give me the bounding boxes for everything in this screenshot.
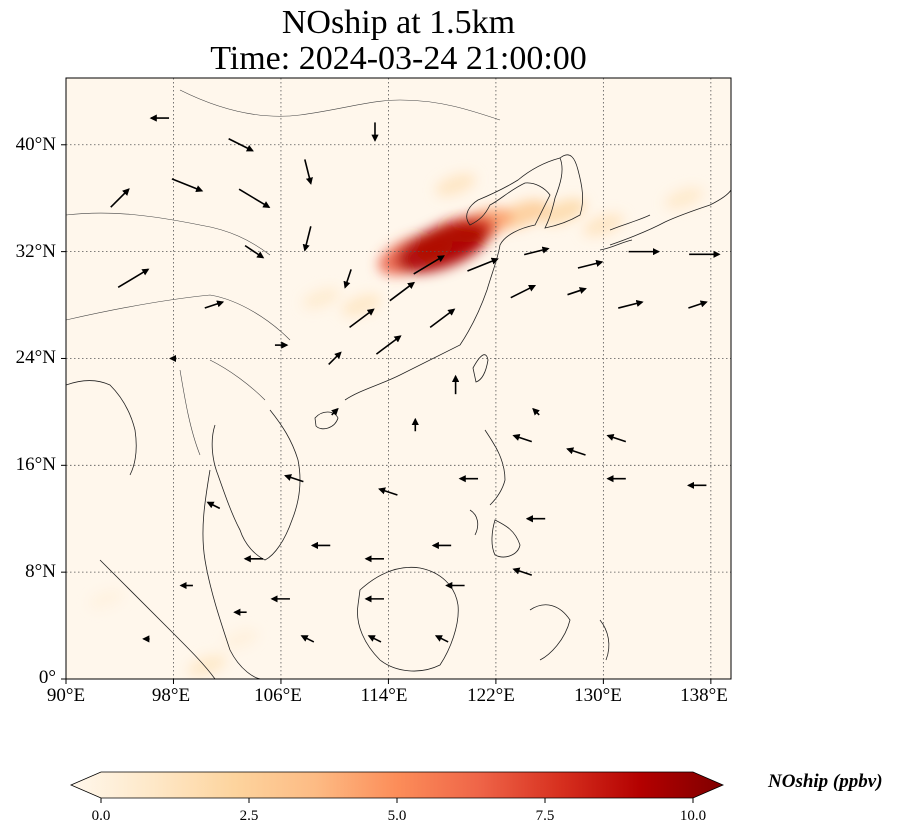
lon-tick-label: 122°E — [467, 685, 515, 706]
wind-vector-arrow — [238, 188, 271, 208]
concentration-blob — [435, 173, 476, 197]
wind-vector-arrow — [606, 434, 627, 443]
colorbar-tick-label: 5.0 — [387, 808, 407, 824]
colorbar-tick-label: 7.5 — [535, 808, 555, 824]
lon-tick-label: 114°E — [360, 685, 408, 706]
ocean-background — [66, 78, 731, 679]
wind-vector-arrow — [244, 244, 265, 259]
concentration-blob — [302, 287, 340, 309]
wind-vector-arrow — [566, 447, 586, 456]
colorbar-gradient — [69, 771, 725, 799]
wind-vector-arrow — [467, 257, 499, 272]
concentration-blob — [664, 187, 704, 210]
wind-vector-arrow — [343, 269, 352, 289]
wind-vector-arrow — [688, 300, 708, 309]
concentration-blob — [223, 629, 258, 649]
wind-vector-arrow — [567, 287, 587, 296]
wind-vector-arrow — [228, 138, 254, 152]
colorbar-label: NOship (ppbv) — [768, 771, 883, 792]
lon-tick-label: 106°E — [254, 685, 302, 706]
wind-vector-arrow — [349, 308, 375, 329]
lon-tick-label: 138°E — [680, 685, 728, 706]
wind-vector-arrow — [524, 246, 550, 256]
map-title-line-2: Time: 2024-03-24 21:00:00 — [210, 40, 587, 77]
colorbar — [69, 771, 725, 803]
wind-vector-arrow — [117, 268, 150, 289]
lon-tick-label: 98°E — [151, 685, 191, 706]
wind-vector-arrow — [512, 434, 533, 443]
lat-tick-label: 40°N — [15, 134, 56, 155]
wind-vector-arrow — [302, 226, 312, 252]
wind-vector-arrow — [389, 281, 416, 302]
map-title-line-1: NOship at 1.5km — [281, 4, 516, 41]
wind-vector-arrow — [328, 351, 342, 366]
lon-tick-label: 130°E — [574, 685, 622, 706]
concentration-blob — [540, 198, 586, 225]
lat-tick-label: 0° — [38, 667, 56, 688]
concentration-blob — [396, 222, 488, 274]
lon-tick-label: 90°E — [46, 685, 86, 706]
wind-vector-arrow — [304, 159, 313, 185]
wind-vector-arrow — [375, 335, 402, 355]
wind-vector-arrow — [429, 308, 456, 329]
concentration-blob — [187, 654, 227, 677]
wind-vector-arrow — [434, 635, 449, 643]
coastlines — [66, 89, 731, 679]
wind-vector-arrow — [284, 474, 304, 483]
concentration-field — [89, 173, 704, 677]
lat-tick-label: 32°N — [15, 241, 56, 262]
concentration-blob — [341, 293, 382, 317]
wind-vector-arrow — [577, 259, 604, 269]
wind-vector-arrow — [110, 188, 130, 208]
colorbar-tick-label: 10.0 — [679, 808, 707, 824]
colorbar-tick-label: 2.5 — [239, 808, 259, 824]
wind-vector-arrow — [378, 487, 398, 496]
wind-vector-arrow — [204, 300, 225, 309]
plot-area — [66, 78, 731, 679]
colorbar-tickmarks — [100, 798, 694, 803]
wind-vectors — [110, 114, 721, 643]
wind-vector-arrow — [512, 567, 533, 576]
lat-tick-label: 24°N — [15, 347, 56, 368]
wind-vector-arrow — [171, 178, 204, 193]
concentration-blob — [583, 213, 624, 237]
concentration-blob — [89, 589, 124, 609]
gridlines — [66, 78, 731, 679]
wind-vector-arrow — [300, 635, 315, 643]
wind-vector-arrow — [331, 407, 339, 416]
lat-tick-label: 8°N — [25, 561, 56, 582]
wind-vector-arrow — [532, 407, 540, 416]
colorbar-tick-label: 0.0 — [91, 808, 111, 824]
lat-tick-label: 16°N — [15, 454, 56, 475]
wind-vector-arrow — [618, 299, 644, 309]
wind-vector-arrow — [206, 501, 221, 510]
wind-vector-arrow — [413, 255, 445, 275]
wind-vector-arrow — [367, 635, 382, 643]
axis-tickmarks — [61, 144, 712, 684]
map-frame — [65, 77, 732, 680]
wind-vector-arrow — [510, 284, 537, 299]
